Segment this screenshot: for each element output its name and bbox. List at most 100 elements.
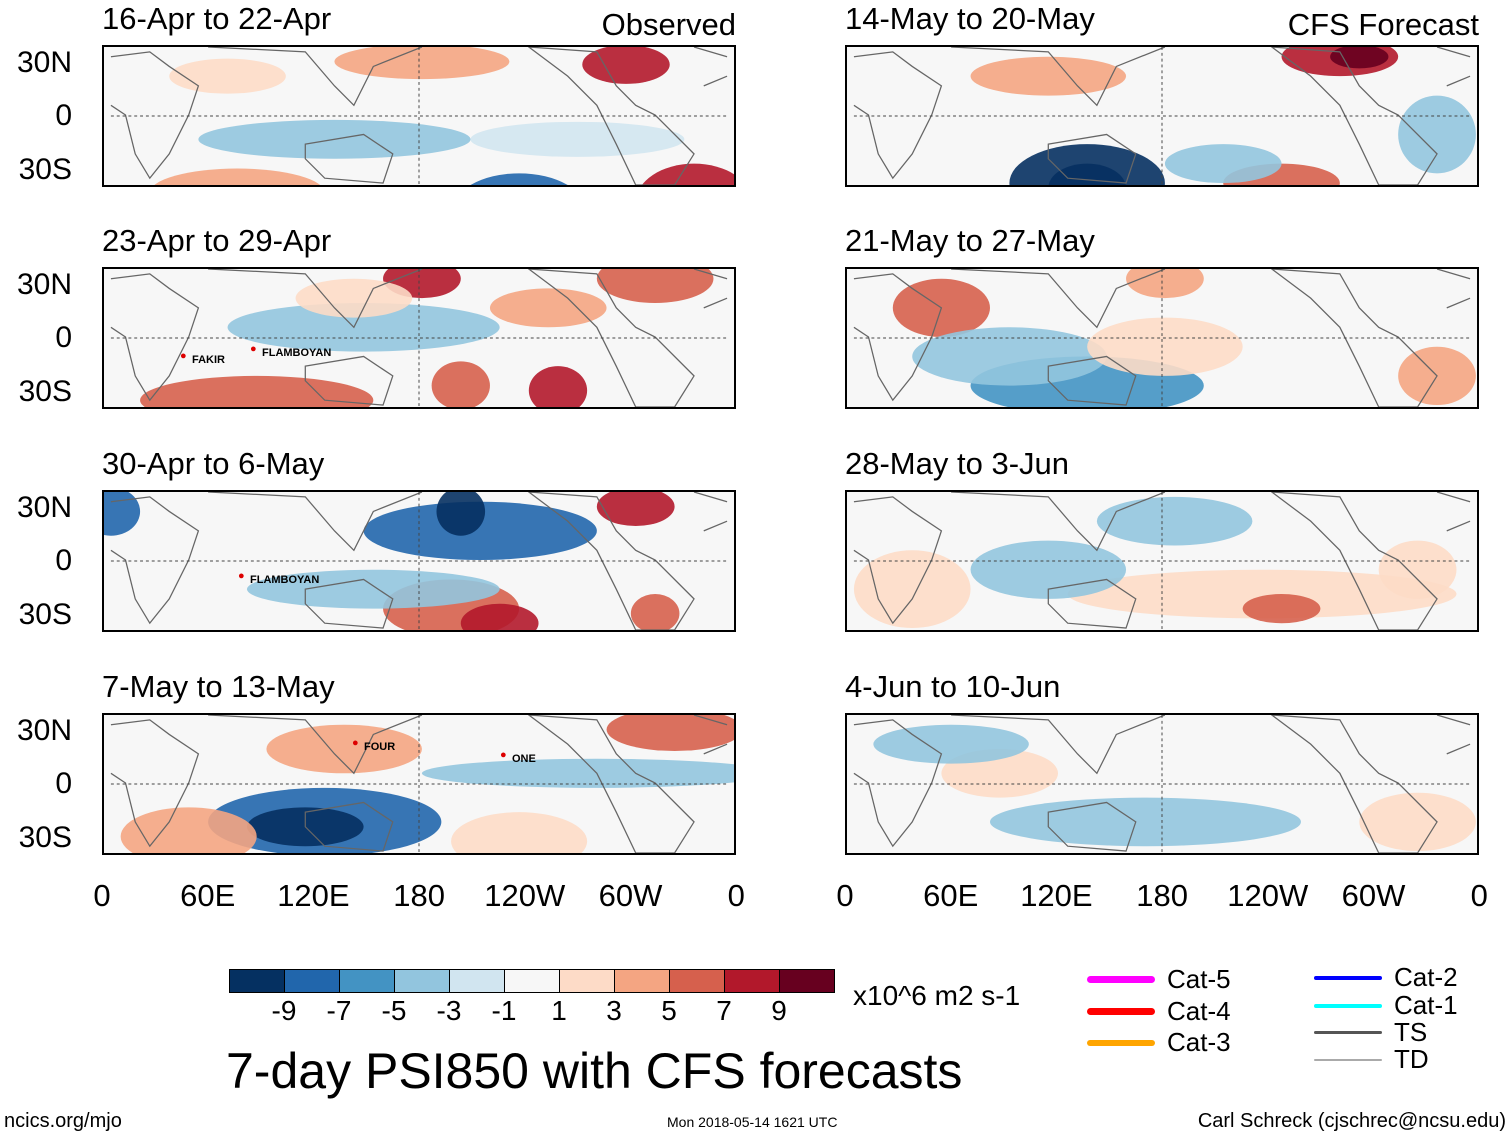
y-tick-label: 30N <box>16 491 72 524</box>
coastlines <box>110 269 728 407</box>
x-tick-label: 0 <box>93 878 111 913</box>
x-tick-label: 120E <box>1020 878 1093 913</box>
legend-item: Cat-3 <box>1087 1027 1231 1058</box>
anomaly-contour <box>970 56 1127 96</box>
colorbar-swatch <box>505 970 560 992</box>
psi850-map <box>845 713 1479 855</box>
colorbar-tick: 9 <box>771 995 787 1026</box>
anomaly-contour <box>1126 269 1204 299</box>
anomaly-contour <box>873 724 1029 764</box>
observed-panel: 7-May to 13-May ● FOUR ● ONE 30N 0 30S <box>17 669 736 855</box>
panel-title: 28-May to 3-Jun <box>845 446 1069 481</box>
colorbar-units: x10^6 m2 s-1 <box>853 980 1021 1011</box>
panel-title: 7-May to 13-May <box>102 669 335 704</box>
storm-marker-icon: ● <box>352 737 359 749</box>
y-tick-label: 30N <box>16 714 72 747</box>
legend-line-icon <box>1314 1031 1382 1034</box>
y-tick-label: 30N <box>16 268 72 301</box>
panel-title: 21-May to 27-May <box>845 223 1095 258</box>
anomaly-contour <box>1096 496 1253 546</box>
anomaly-contour <box>989 797 1301 847</box>
colorbar-tick: 7 <box>716 995 732 1026</box>
anomaly-contour <box>1242 594 1321 624</box>
anomaly-contour <box>489 288 607 328</box>
anomaly-contour <box>451 812 588 853</box>
anomaly-contour <box>246 569 500 609</box>
psi850-map <box>102 45 736 187</box>
y-tick-label: 0 <box>55 321 72 354</box>
legend-label: TD <box>1394 1044 1429 1074</box>
colorbar-tick: -7 <box>326 995 352 1026</box>
colorbar-tick: 3 <box>606 995 622 1026</box>
forecast-panel: 28-May to 3-Jun <box>845 446 1479 632</box>
anomaly-contour <box>606 715 734 751</box>
anomaly-contour <box>421 758 734 788</box>
anomaly-contour <box>169 58 286 94</box>
legend-line-icon <box>1314 975 1382 980</box>
coastlines <box>853 47 1471 185</box>
x-tick-label: 0 <box>836 878 854 913</box>
observed-panel: 23-Apr to 29-Apr ● FAKIR ● FLAMBOYAN 30N 0 30S <box>17 223 736 409</box>
colorbar-tick: 5 <box>661 995 677 1026</box>
y-tick-label: 0 <box>55 544 72 577</box>
anomaly-contour <box>1378 540 1457 599</box>
panel-title: 23-Apr to 29-Apr <box>102 223 332 258</box>
x-tick-label: 60E <box>180 878 236 913</box>
anomaly-contour <box>295 278 413 318</box>
anomaly-contour <box>853 550 971 629</box>
footer-author: Carl Schreck (cjschrec@ncsu.edu) <box>1197 1110 1506 1132</box>
legend-item: TS <box>1314 1017 1427 1048</box>
observed-label: Observed <box>601 7 736 42</box>
anomaly-contour <box>436 492 486 536</box>
colorbar-swatch <box>615 970 670 992</box>
colorbar-swatch <box>340 970 395 992</box>
colorbar-swatch <box>780 970 834 992</box>
anomaly-contour <box>460 603 539 630</box>
anomaly-contour <box>227 303 500 352</box>
y-tick-label: 0 <box>55 99 72 132</box>
anomaly-contour <box>154 168 321 185</box>
psi850-map <box>102 490 736 632</box>
anomaly-contour <box>104 492 141 536</box>
panel-title: 14-May to 20-May <box>845 1 1095 36</box>
anomaly-contour <box>1330 47 1389 69</box>
forecast-panel: 4-Jun to 10-Jun <box>845 669 1479 855</box>
storm-marker-icon: ● <box>238 570 245 582</box>
panel-title: 4-Jun to 10-Jun <box>845 669 1061 704</box>
coastlines <box>853 715 1471 853</box>
colorbar-tick: -5 <box>381 995 407 1026</box>
colorbar-swatch <box>230 970 285 992</box>
anomaly-contour <box>528 366 588 407</box>
colorbar-swatch <box>725 970 780 992</box>
colorbar-tick: 1 <box>551 995 567 1026</box>
anomaly-contour <box>431 361 490 407</box>
x-tick-label: 60W <box>598 878 663 913</box>
x-tick-label: 60W <box>1341 878 1406 913</box>
x-tick-label: 60E <box>923 878 979 913</box>
anomaly-contour <box>970 540 1127 599</box>
storm-label: FAKIR <box>192 354 225 366</box>
legend-label: Cat-2 <box>1394 962 1458 992</box>
storm-marker-icon: ● <box>500 749 507 761</box>
observed-panel: 16-Apr to 22-Apr Observed 30N 0 30S <box>17 1 736 187</box>
colorbar <box>229 969 835 993</box>
x-tick-label: 180 <box>1136 878 1188 913</box>
anomaly-contour <box>1359 792 1476 852</box>
legend-line-icon <box>1087 1008 1155 1015</box>
psi850-map <box>102 267 736 409</box>
colorbar-swatch <box>450 970 505 992</box>
storm-label: ONE <box>512 753 536 765</box>
observed-panel: 30-Apr to 6-May ● FLAMBOYAN 30N 0 30S <box>17 446 736 632</box>
coastlines <box>853 269 1471 407</box>
storm-label: FOUR <box>364 741 396 753</box>
forecast-panel: 21-May to 27-May <box>845 223 1479 409</box>
psi850-map <box>845 490 1479 632</box>
legend-label: Cat-4 <box>1167 996 1231 1026</box>
storm-label: FLAMBOYAN <box>262 347 332 359</box>
legend-item: Cat-5 <box>1087 964 1231 995</box>
forecast-label: CFS Forecast <box>1287 7 1479 42</box>
legend-label: TS <box>1394 1017 1428 1047</box>
anomaly-contour <box>140 375 374 407</box>
x-tick-label: 120W <box>484 878 566 913</box>
coastlines <box>110 492 728 630</box>
